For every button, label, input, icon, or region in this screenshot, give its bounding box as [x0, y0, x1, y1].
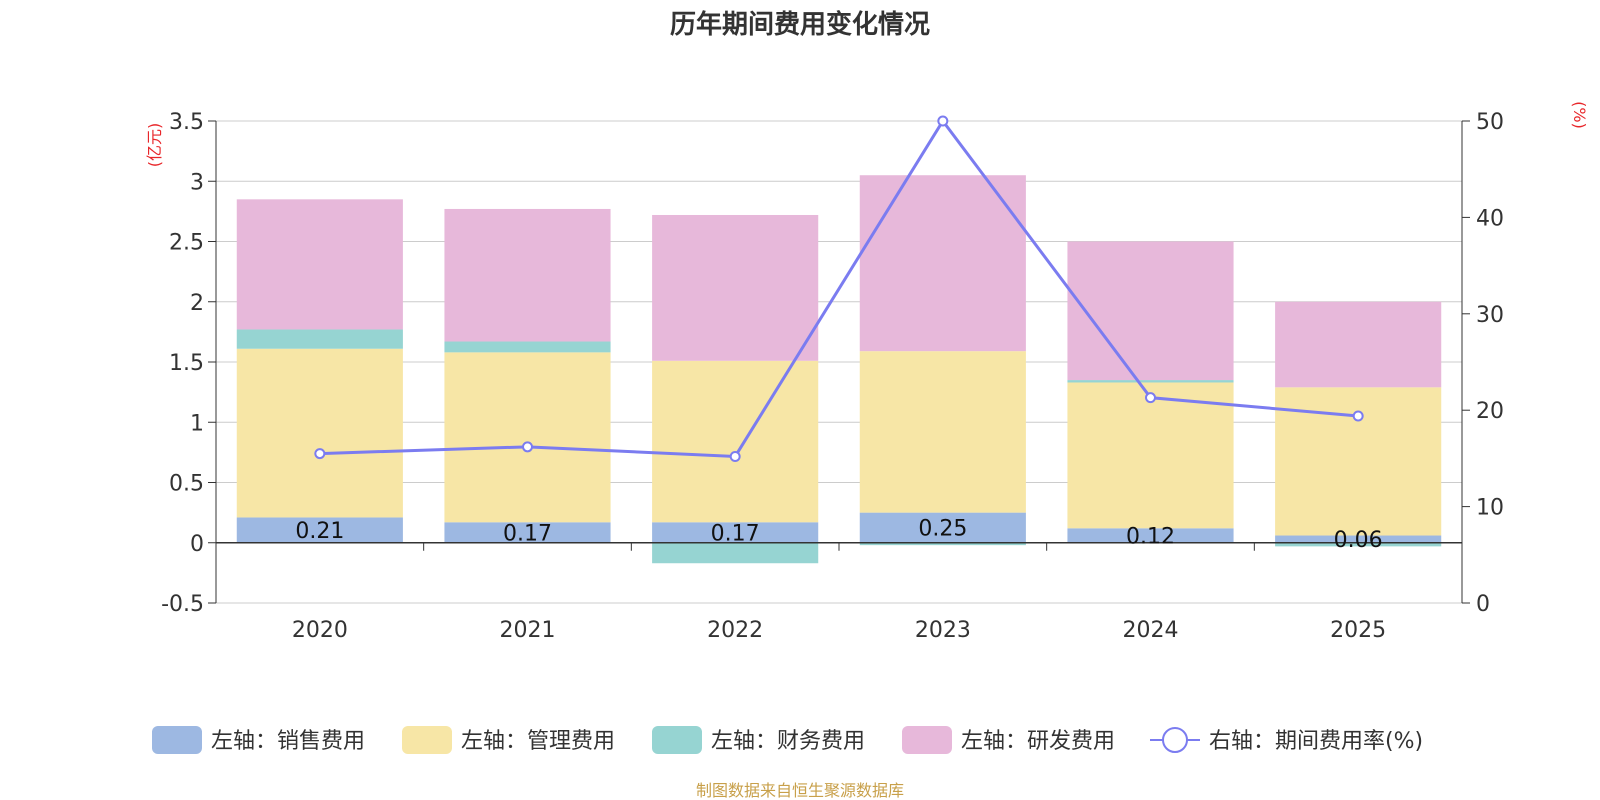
bar-segment	[444, 208, 611, 342]
left-axis-tick-label: 3	[190, 170, 204, 195]
x-axis-tick-label: 2025	[1330, 618, 1386, 643]
bar-segment	[652, 522, 819, 543]
left-axis-tick-label: 2	[190, 291, 204, 316]
bar-segment	[1067, 382, 1234, 529]
line-layer	[314, 115, 1364, 462]
bar-segment	[444, 352, 611, 523]
left-axis-tick-label: 0.5	[169, 472, 204, 497]
left-axis-tick-label: 0	[190, 532, 204, 557]
x-axis-tick-label: 2023	[915, 618, 971, 643]
bar-segment	[444, 341, 611, 353]
bar-data-label: 0.17	[503, 522, 552, 547]
left-axis-tick-label: 2.5	[169, 231, 204, 256]
bar-segment	[236, 329, 403, 349]
bar-segment	[652, 214, 819, 361]
rate-point	[522, 441, 533, 453]
x-axis-tick-label: 2024	[1123, 618, 1179, 643]
rate-point	[314, 448, 326, 460]
bar-segment	[1275, 542, 1442, 547]
right-axis-tick-label: 30	[1476, 303, 1504, 328]
rate-point	[937, 115, 949, 127]
right-axis-tick-label: 50	[1476, 110, 1504, 135]
footer-source: 制图数据来自恒生聚源数据库	[696, 781, 904, 800]
axis-layer: -0.5 0 0.5 1 1.5 2 2.5 3 3.5 0 10 20 30 40 50 2020 2021 2…	[161, 110, 1504, 643]
bar-segment	[859, 512, 1026, 543]
bar-segment	[1275, 301, 1442, 388]
rate-point	[1145, 392, 1156, 404]
right-axis-tick-label: 40	[1476, 206, 1504, 231]
right-axis-unit-label: (%)	[1570, 101, 1589, 129]
left-axis-tick-label: 3.5	[169, 110, 204, 135]
legend-label: 左轴：销售费用	[211, 729, 365, 754]
label-layer: 0.21 0.17 0.17 0.25 0.12 0.06	[295, 517, 1382, 553]
grid-layer	[216, 120, 1462, 604]
x-axis-tick-label: 2021	[500, 618, 556, 643]
left-axis-tick-label: 1.5	[169, 351, 204, 376]
bar-layer	[236, 175, 1442, 564]
left-axis-unit-label: (亿元)	[145, 123, 164, 168]
rate-point	[729, 450, 741, 462]
bar-segment	[236, 199, 403, 330]
bar-segment	[859, 351, 1026, 513]
rate-point	[1352, 410, 1364, 422]
legend-swatch	[902, 726, 952, 754]
bar-data-label: 0.25	[918, 517, 967, 542]
legend-label: 右轴：期间费用率(%)	[1209, 729, 1423, 754]
bar-segment	[1067, 241, 1234, 381]
bar-segment	[236, 517, 403, 543]
bar-segment	[236, 348, 403, 518]
bar-segment	[1067, 528, 1234, 543]
bar-segment	[1067, 380, 1234, 383]
bar-data-label: 0.17	[711, 522, 760, 547]
legend: 左轴：销售费用 左轴：管理费用 左轴：财务费用 左轴：研发费用 右轴：期间费用率(%)	[152, 726, 1423, 754]
bar-segment	[859, 542, 1026, 546]
left-axis-tick-label: 1	[190, 411, 204, 436]
bar-segment	[1275, 535, 1442, 543]
bar-segment	[859, 175, 1026, 352]
legend-marker	[1162, 727, 1188, 753]
legend-swatch	[652, 726, 702, 754]
x-axis-tick-label: 2022	[707, 618, 763, 643]
x-axis-tick-label: 2020	[292, 618, 348, 643]
right-axis-tick-label: 0	[1476, 592, 1490, 617]
left-axis-tick-label: -0.5	[161, 592, 204, 617]
legend-label: 左轴：研发费用	[961, 729, 1115, 754]
bar-segment	[652, 360, 819, 523]
bar-data-label: 0.21	[295, 519, 344, 544]
bar-segment	[652, 542, 819, 564]
legend-swatch	[152, 726, 202, 754]
bar-data-label: 0.12	[1126, 525, 1175, 550]
legend-swatch	[402, 726, 452, 754]
rate-line	[319, 118, 1359, 459]
bar-segment	[444, 522, 611, 543]
legend-label: 左轴：管理费用	[461, 729, 615, 754]
right-axis-tick-label: 10	[1476, 496, 1504, 521]
bar-data-label: 0.06	[1334, 528, 1383, 553]
right-axis-tick-label: 20	[1476, 399, 1504, 424]
legend-label: 左轴：财务费用	[711, 729, 865, 754]
chart-title: 历年期间费用变化情况	[670, 9, 930, 40]
